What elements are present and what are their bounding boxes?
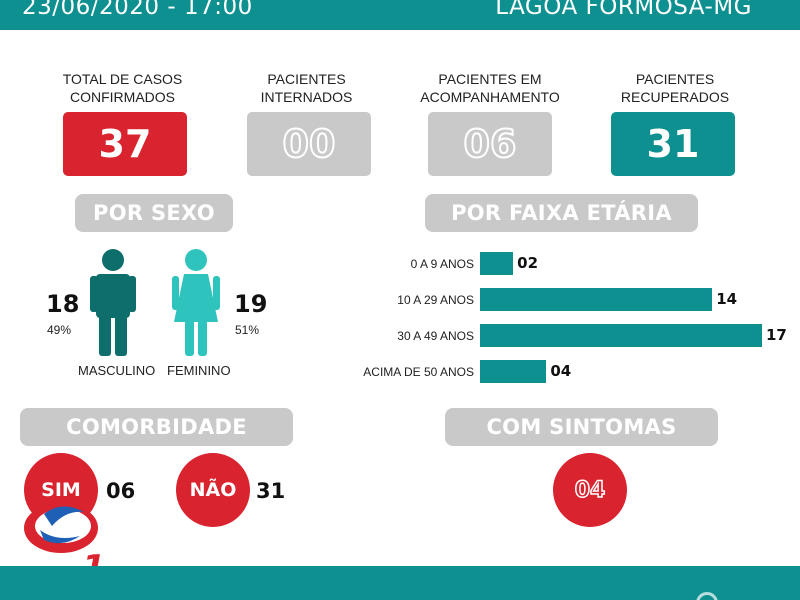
age-category-label: 0 A 9 ANOS	[410, 257, 474, 271]
stat-box-recovered: 31	[611, 112, 735, 176]
section-pill-age: POR FAIXA ETÁRIA	[425, 194, 698, 232]
footer-bar	[0, 566, 800, 600]
stat-box-hospitalized: 00	[247, 112, 371, 176]
age-category-label: 30 A 49 ANOS	[397, 329, 474, 343]
stat-box-confirmed: 37	[63, 112, 187, 176]
male-count: 18	[46, 290, 80, 318]
age-bar	[480, 324, 762, 347]
male-figure-icon	[90, 249, 136, 356]
section-pill-sex: POR SEXO	[75, 194, 233, 232]
comorbidity-no-circle: NÃO	[176, 453, 250, 527]
comorbidity-no-value: 31	[256, 479, 286, 503]
female-label: FEMININO	[167, 363, 231, 378]
age-bar-value: 04	[550, 362, 572, 380]
age-bar-value: 14	[716, 290, 738, 308]
stat-label-hospitalized: PACIENTES INTERNADOS	[260, 71, 353, 105]
age-bar	[480, 360, 547, 383]
stat-label-monitoring: PACIENTES EM ACOMPANHAMENTO	[420, 71, 560, 105]
female-count: 19	[234, 290, 268, 318]
patos-logo-icon	[24, 503, 98, 553]
female-figure-icon	[172, 249, 220, 356]
section-pill-symptoms: COM SINTOMAS	[445, 408, 718, 446]
male-label: MASCULINO	[78, 363, 156, 378]
stat-label-recovered: PACIENTES RECUPERADOS	[620, 71, 730, 105]
city-name: LAGOA FORMOSA-MG	[495, 0, 752, 20]
age-bar	[480, 288, 713, 311]
stat-box-monitoring: 06	[428, 112, 552, 176]
age-bar	[480, 252, 514, 275]
female-pct: 51%	[235, 323, 260, 337]
male-pct: 49%	[47, 323, 72, 337]
header-bar: 23/06/2020 - 17:00 LAGOA FORMOSA-MG	[0, 0, 800, 30]
age-bar-value: 17	[766, 326, 787, 344]
report-date: 23/06/2020 - 17:00	[22, 0, 253, 20]
comorbidity-yes-value: 06	[106, 479, 136, 503]
age-category-label: ACIMA DE 50 ANOS	[363, 365, 474, 379]
age-bar-value: 02	[517, 254, 539, 272]
age-category-label: 10 A 29 ANOS	[397, 293, 474, 307]
section-pill-comorbidity: COMORBIDADE	[20, 408, 293, 446]
symptoms-circle: 04	[553, 453, 627, 527]
footer-decoration-icon	[696, 592, 718, 600]
stat-label-confirmed: TOTAL DE CASOS CONFIRMADOS	[62, 71, 183, 105]
